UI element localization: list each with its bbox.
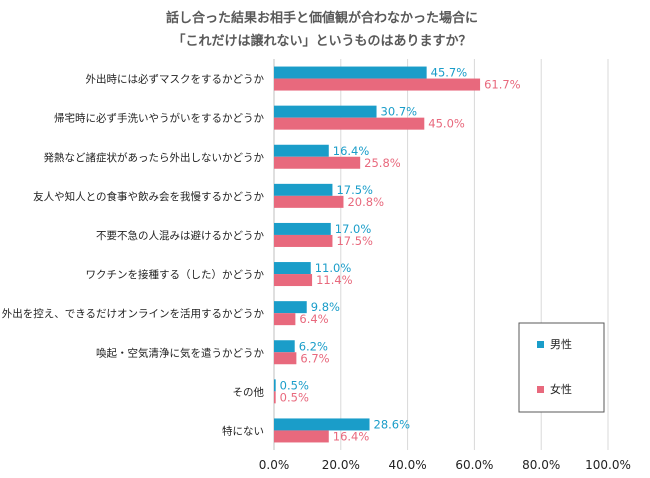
data-label: 9.8% — [311, 300, 340, 314]
data-label: 11.4% — [316, 273, 353, 287]
x-tick-label: 60.0% — [455, 458, 493, 472]
bar-male — [274, 66, 427, 79]
bar-female — [274, 430, 329, 443]
data-label: 28.6% — [374, 417, 411, 431]
category-label: 喚起・空気清浄に気を遣うかどうか — [96, 346, 264, 359]
category-label: 不要不急の人混みは避けるかどうか — [96, 229, 264, 242]
category-label: 特にない — [222, 425, 264, 437]
data-label: 17.5% — [336, 183, 373, 197]
bar-male — [274, 183, 333, 196]
bar-male — [274, 301, 307, 314]
data-label: 0.5% — [280, 390, 309, 404]
bar-female — [274, 313, 296, 326]
bar-female — [274, 234, 333, 247]
category-label: 友人や知人との食事や飲み会を我慢するかどうか — [33, 190, 264, 203]
bar-female — [274, 352, 297, 365]
bar-male — [274, 144, 329, 157]
data-label: 45.7% — [431, 66, 468, 80]
bar-female — [274, 156, 361, 169]
bar-male — [274, 340, 295, 353]
data-label: 17.5% — [336, 234, 373, 248]
legend-label: 男性 — [550, 337, 572, 351]
bar-female — [274, 195, 344, 208]
data-label: 17.0% — [335, 222, 372, 236]
bar-male — [274, 222, 331, 235]
bars — [274, 66, 481, 443]
bar-female — [274, 274, 313, 287]
chart-title-line-2: 「これだけは譲れない」というものはありますか？ — [172, 33, 471, 49]
data-label: 25.8% — [364, 156, 401, 170]
bar-female — [274, 78, 481, 91]
legend-label: 女性 — [550, 382, 572, 396]
data-label: 30.7% — [381, 105, 418, 119]
category-label: 外出を控え、できるだけオンラインを活用するかどうか — [2, 307, 265, 320]
x-tick-label: 100.0% — [585, 458, 631, 472]
data-label: 6.2% — [299, 339, 328, 353]
bar-female — [274, 391, 276, 404]
x-tick-label: 40.0% — [389, 458, 427, 472]
data-label: 16.4% — [333, 144, 370, 158]
bar-male — [274, 262, 311, 275]
data-labels: 45.7%61.7%30.7%45.0%16.4%25.8%17.5%20.8%… — [280, 66, 521, 444]
category-labels: 外出時には必ずマスクをするかどうか帰宅時に必ず手洗いやうがいをするかどうか発熱な… — [2, 73, 265, 438]
category-label: その他 — [233, 385, 265, 398]
data-label: 16.4% — [333, 429, 370, 443]
legend-box — [518, 322, 605, 413]
data-label: 11.0% — [315, 261, 352, 275]
x-tick-labels: 0.0% 20.0% 40.0% 60.0% 80.0% 100.0% — [259, 458, 631, 472]
x-tick-label: 20.0% — [322, 458, 360, 472]
bar-female — [274, 117, 425, 130]
data-label: 6.7% — [300, 351, 329, 365]
data-label: 45.0% — [428, 117, 465, 131]
x-tick-label: 0.0% — [259, 458, 290, 472]
data-label: 0.5% — [280, 378, 309, 392]
legend-swatch — [537, 341, 544, 348]
data-label: 20.8% — [347, 195, 384, 209]
x-tick-label: 80.0% — [522, 458, 560, 472]
bar-male — [274, 105, 377, 118]
category-label: 帰宅時に必ず手洗いやうがいをするかどうか — [54, 112, 264, 125]
data-label: 6.4% — [299, 312, 328, 326]
chart-title-line-1: 話し合った結果お相手と価値観が合わなかった場合に — [166, 10, 478, 26]
data-label: 61.7% — [484, 78, 521, 92]
bar-male — [274, 418, 370, 431]
legend-swatch — [537, 386, 544, 393]
category-label: 発熱など諸症状があったら外出しないかどうか — [44, 151, 265, 164]
category-label: 外出時には必ずマスクをするかどうか — [86, 73, 265, 86]
bar-male — [274, 379, 276, 392]
category-label: ワクチンを接種する（した）かどうか — [86, 268, 265, 281]
